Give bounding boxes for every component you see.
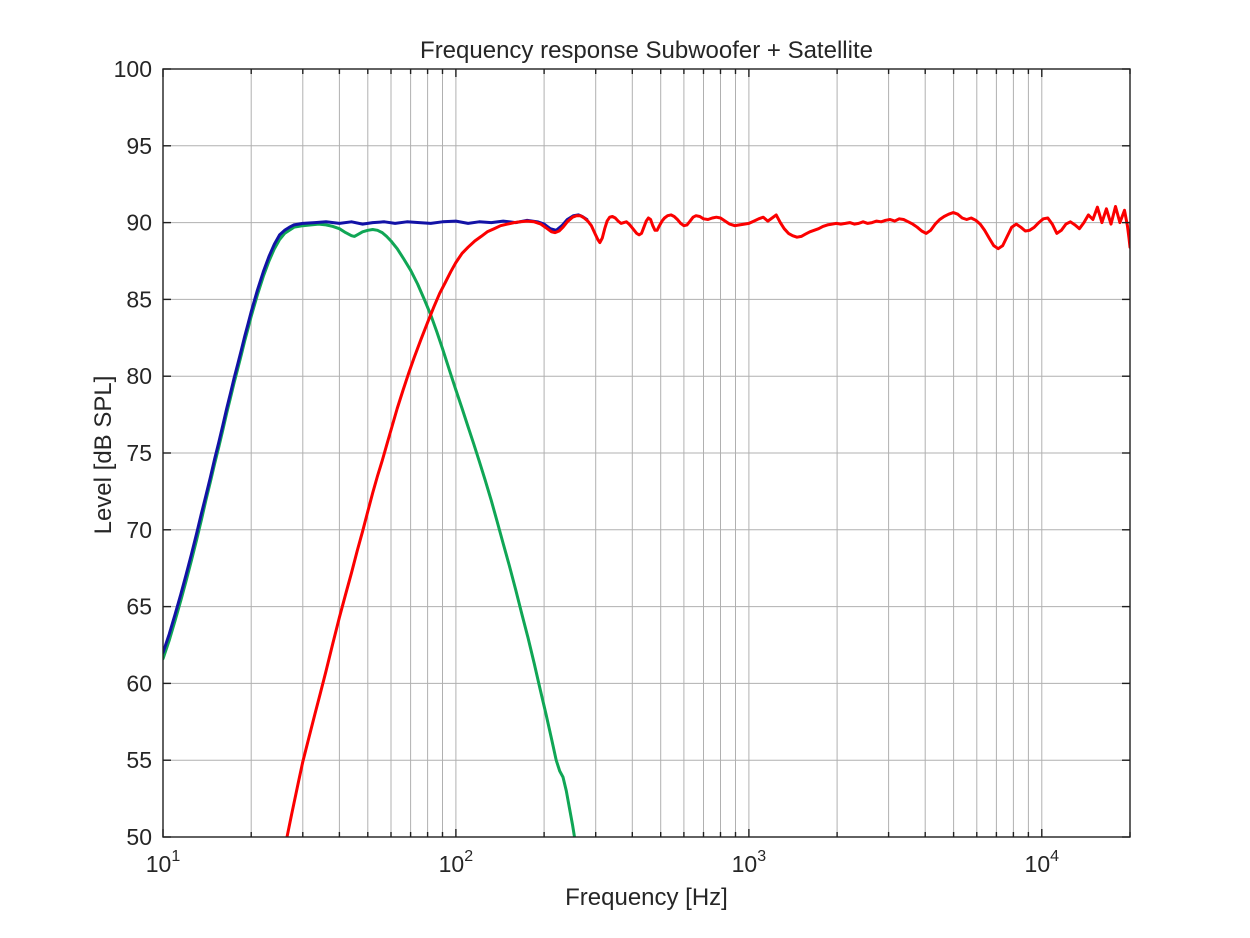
svg-text:55: 55 (126, 747, 152, 773)
svg-text:103: 103 (732, 848, 767, 877)
svg-text:75: 75 (126, 440, 152, 466)
series-lines (163, 205, 1130, 837)
svg-text:100: 100 (114, 56, 152, 82)
svg-text:70: 70 (126, 517, 152, 543)
svg-text:101: 101 (146, 848, 181, 877)
svg-text:104: 104 (1025, 848, 1060, 877)
x-axis-label: Frequency [Hz] (565, 884, 728, 911)
tick-marks (162, 68, 1131, 838)
svg-text:90: 90 (126, 210, 152, 236)
grid-lines (163, 69, 1130, 837)
series-satellite (285, 205, 1130, 837)
y-tick-labels: 50 55 60 65 70 75 80 85 90 95 100 (114, 56, 152, 850)
x-tick-labels: 101 102 103 104 (146, 848, 1059, 877)
svg-text:85: 85 (126, 286, 152, 312)
svg-text:95: 95 (126, 133, 152, 159)
chart-title: Frequency response Subwoofer + Satellite (420, 37, 873, 64)
svg-text:80: 80 (126, 363, 152, 389)
svg-text:102: 102 (439, 848, 474, 877)
series-sum (163, 213, 589, 655)
svg-text:50: 50 (126, 824, 152, 850)
series-subwoofer (163, 222, 576, 837)
svg-text:65: 65 (126, 594, 152, 620)
svg-text:60: 60 (126, 670, 152, 696)
y-axis-label: Level [dB SPL] (90, 375, 117, 535)
